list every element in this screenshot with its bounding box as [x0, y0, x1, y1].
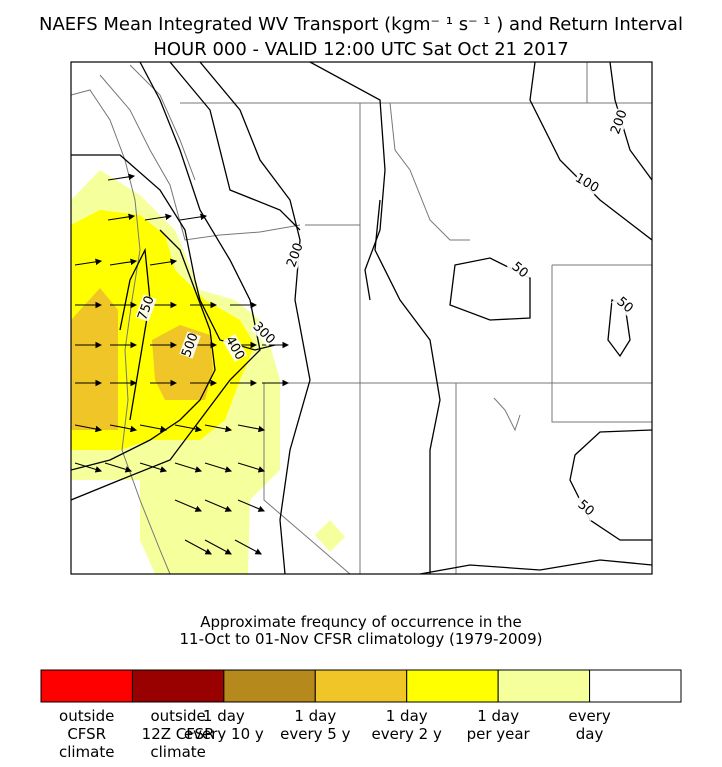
- contour: [71, 229, 216, 471]
- wind-arrow: [104, 462, 133, 473]
- colorbar-label: climate: [59, 743, 115, 761]
- colorbar-label: CFSR: [67, 725, 106, 743]
- colorbar-box: [497, 669, 591, 703]
- colorbar-box: [314, 669, 408, 703]
- contour: [71, 154, 276, 351]
- wind-arrow: [74, 258, 103, 266]
- contour: [71, 62, 261, 501]
- wind-arrow: [74, 424, 103, 433]
- label-bg: [179, 331, 201, 359]
- wind-arrow: [107, 173, 136, 181]
- map-frame: [70, 61, 653, 575]
- wind-arrow: [204, 499, 233, 512]
- wind-arrow: [149, 258, 178, 266]
- wind-arrow: [174, 462, 203, 473]
- colorbar-label: day: [576, 725, 604, 743]
- label-bg: [573, 170, 601, 196]
- wind-arrow: [237, 462, 266, 473]
- label-bg: [250, 319, 278, 347]
- contour: [529, 62, 652, 241]
- wind-arrow: [237, 424, 266, 433]
- wind-arrow: [109, 424, 138, 433]
- contour: [309, 62, 386, 301]
- colorbar-label: climate: [150, 743, 206, 761]
- contour: [419, 429, 652, 574]
- subtitle: HOUR 000 - VALID 12:00 UTC Sat Oct 21 20…: [153, 39, 568, 60]
- coastline: [71, 64, 521, 574]
- wind-arrow: [174, 424, 203, 433]
- contour-label: 200: [608, 108, 631, 136]
- wind-arrow: [204, 462, 233, 473]
- wind-arrow: [204, 424, 233, 433]
- colorbar-label: outside: [59, 707, 114, 725]
- wind-arrow: [109, 258, 138, 266]
- state-border: [180, 62, 652, 574]
- colorbar-box: [131, 669, 225, 703]
- contour-label: 200: [284, 241, 307, 269]
- wind-arrow: [144, 213, 173, 221]
- shade-gold: [152, 325, 213, 400]
- colorbar-label: every 10 y: [184, 725, 264, 743]
- contour-label: 100: [572, 171, 601, 196]
- label-bg: [506, 256, 534, 284]
- label-bg: [572, 494, 600, 522]
- title: NAEFS Mean Integrated WV Transport (kgm⁻…: [39, 14, 683, 35]
- label-bg: [135, 294, 157, 322]
- colorbar-label: 12Z CFSR: [142, 725, 215, 743]
- colorbar-label: every: [568, 707, 611, 725]
- wind-arrow: [234, 539, 262, 555]
- colorbar-box: [40, 669, 133, 703]
- contour: [119, 247, 151, 421]
- wind-arrow: [179, 213, 208, 221]
- label-bg: [284, 241, 306, 269]
- colorbar-box: [589, 669, 682, 703]
- shade-light: [315, 520, 345, 552]
- label-bg: [222, 334, 248, 362]
- colorbar-label: outside: [150, 707, 205, 725]
- label-bg: [611, 291, 639, 319]
- colorbar-label: every 2 y: [372, 725, 442, 743]
- wind-arrow: [139, 424, 168, 433]
- wind-arrow: [107, 213, 136, 221]
- wind-arrow: [237, 499, 266, 512]
- colorbar-box: [223, 669, 316, 703]
- colorbar-label: 1 day: [294, 707, 336, 725]
- shade-gold: [71, 288, 118, 430]
- colorbar-label: 1 day: [203, 707, 245, 725]
- contour: [169, 62, 441, 574]
- colorbar-label: every 5 y: [280, 725, 350, 743]
- wind-arrow: [139, 462, 168, 473]
- wind-arrow: [174, 499, 203, 512]
- colorbar-label: 1 day: [386, 707, 428, 725]
- caption: 11-Oct to 01-Nov CFSR climatology (1979-…: [180, 630, 543, 648]
- wind-arrow: [204, 539, 232, 555]
- caption: Approximate frequncy of occurrence in th…: [200, 613, 522, 631]
- label-bg: [608, 108, 630, 136]
- map: [71, 62, 652, 574]
- contour: [449, 257, 531, 321]
- wind-arrow: [74, 462, 103, 473]
- contour: [199, 62, 311, 574]
- colorbar-box: [406, 669, 499, 703]
- colorbar-label: 1 day: [477, 707, 519, 725]
- wind-arrow: [184, 539, 212, 555]
- colorbar-label: per year: [467, 725, 531, 743]
